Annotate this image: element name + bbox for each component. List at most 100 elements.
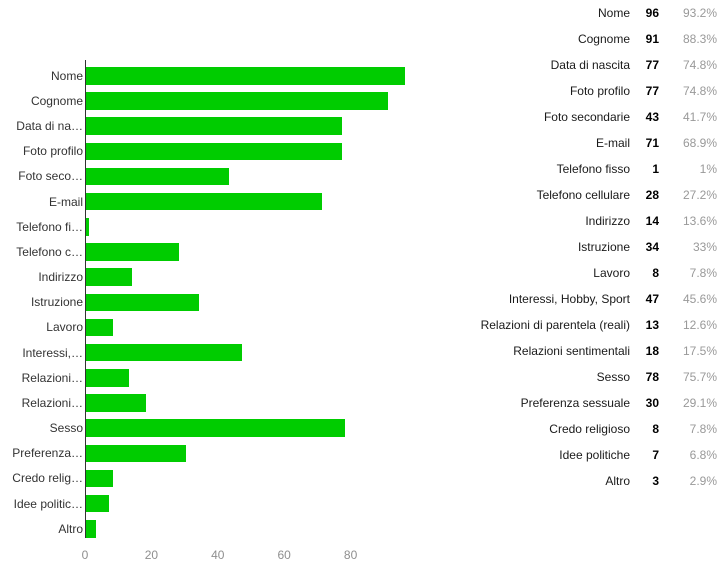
legend-percent: 33% [692, 240, 717, 254]
legend-count: 13 [645, 318, 659, 332]
legend-row: Nome 96 93.2% [430, 0, 717, 26]
legend-count: 14 [645, 214, 659, 228]
legend-label: Telefono cellulare [536, 188, 630, 202]
legend-row: Cognome 91 88.3% [430, 26, 717, 52]
bar [86, 142, 342, 160]
legend-row: Telefono fisso 1 1% [430, 156, 717, 182]
legend-label: E-mail [595, 136, 630, 150]
legend-percent: 12.6% [682, 318, 717, 332]
legend-row: Telefono cellulare 28 27.2% [430, 182, 717, 208]
legend-label: Cognome [577, 32, 630, 46]
legend-label: Nome [597, 6, 630, 20]
bar [86, 167, 229, 186]
legend-label: Foto secondarie [543, 110, 630, 124]
results-panel: Nome 96 93.2% Cognome 91 88.3% Data di nascita… [430, 0, 717, 494]
legend-percent: 68.9% [682, 136, 717, 150]
x-axis-tick-label: 80 [343, 548, 358, 562]
legend-row: Relazioni di parentela (reali) 13 12.6% [430, 312, 717, 338]
legend-label: Relazioni di parentela (reali) [480, 318, 630, 332]
y-axis-line [85, 60, 86, 538]
x-axis-tick-label: 60 [277, 548, 291, 562]
bar-label: Idee politic… [13, 496, 83, 511]
legend-percent: 93.2% [682, 6, 717, 20]
bar [86, 469, 113, 488]
legend-count: 28 [645, 188, 659, 202]
bar-label: Foto seco… [18, 169, 83, 184]
bar [86, 268, 133, 286]
legend-row: Relazioni sentimentali 18 17.5% [430, 338, 717, 364]
legend-row: Istruzione 34 33% [430, 234, 717, 260]
legend-label: Preferenza sessuale [520, 396, 630, 410]
legend-count: 43 [645, 110, 659, 124]
legend-count: 77 [645, 84, 659, 98]
legend-count: 77 [645, 58, 659, 72]
legend-percent: 6.8% [689, 448, 717, 462]
bar [86, 444, 186, 463]
legend-row: Interessi, Hobby, Sport 47 45.6% [430, 286, 717, 312]
legend-label: Data di nascita [550, 58, 630, 72]
legend-row: Credo religioso 8 7.8% [430, 416, 717, 442]
legend-count: 34 [645, 240, 659, 254]
legend-percent: 74.8% [682, 58, 717, 72]
bar-label: Nome [50, 68, 83, 83]
legend-row: Indirizzo 14 13.6% [430, 208, 717, 234]
legend-row: Lavoro 8 7.8% [430, 260, 717, 286]
legend-count: 91 [645, 32, 659, 46]
bar [86, 520, 96, 538]
x-axis-tick-label: 0 [81, 548, 89, 562]
legend-label: Relazioni sentimentali [513, 344, 630, 358]
bar [86, 117, 342, 135]
legend-label: Interessi, Hobby, Sport [508, 292, 630, 306]
legend-row: Data di nascita 77 74.8% [430, 52, 717, 78]
legend-percent: 13.6% [682, 214, 717, 228]
bar [86, 67, 405, 85]
legend-percent: 7.8% [689, 266, 717, 280]
bar [86, 494, 110, 513]
bar-label: Altro [58, 521, 83, 536]
legend-percent: 1% [699, 162, 717, 176]
bar-label: Interessi,… [22, 345, 83, 360]
bar [86, 419, 345, 437]
legend-count: 8 [652, 266, 659, 280]
legend-count: 18 [645, 344, 659, 358]
legend-percent: 88.3% [682, 32, 717, 46]
x-axis-tick-label: 40 [211, 548, 225, 562]
legend-count: 3 [652, 474, 659, 488]
legend-count: 71 [645, 136, 659, 150]
legend-row: E-mail 71 68.9% [430, 130, 717, 156]
legend-label: Sesso [596, 370, 630, 384]
legend-count: 7 [652, 448, 659, 462]
bar [86, 343, 243, 362]
legend-label: Idee politiche [559, 448, 630, 462]
legend-count: 47 [645, 292, 659, 306]
x-axis-tick-label: 20 [144, 548, 159, 562]
bar [86, 192, 322, 211]
bar [86, 243, 179, 261]
bar [86, 318, 113, 337]
bar-label: Istruzione [30, 295, 83, 310]
legend-row: Idee politiche 7 6.8% [430, 442, 717, 468]
legend-row: Foto profilo 77 74.8% [430, 78, 717, 104]
legend-row: Foto secondarie 43 41.7% [430, 104, 717, 130]
bar-label: Relazioni… [21, 395, 83, 410]
legend-label: Foto profilo [569, 84, 630, 98]
legend-count: 8 [652, 422, 659, 436]
legend-percent: 45.6% [682, 292, 717, 306]
legend-count: 78 [645, 370, 659, 384]
bar-label: Telefono fi… [16, 219, 83, 234]
legend-percent: 75.7% [682, 370, 717, 384]
legend-label: Istruzione [577, 240, 630, 254]
legend-label: Credo religioso [549, 422, 630, 436]
legend-count: 30 [645, 396, 659, 410]
bar-label: Preferenza… [12, 446, 83, 461]
legend-row: Sesso 78 75.7% [430, 364, 717, 390]
bar-label: Data di na… [16, 119, 83, 134]
bar-label: Lavoro [46, 320, 83, 335]
bar-label: E-mail [48, 194, 83, 209]
legend-label: Indirizzo [585, 214, 630, 228]
legend-percent: 2.9% [689, 474, 717, 488]
legend-label: Lavoro [593, 266, 630, 280]
legend-percent: 7.8% [689, 422, 717, 436]
legend-percent: 74.8% [682, 84, 717, 98]
